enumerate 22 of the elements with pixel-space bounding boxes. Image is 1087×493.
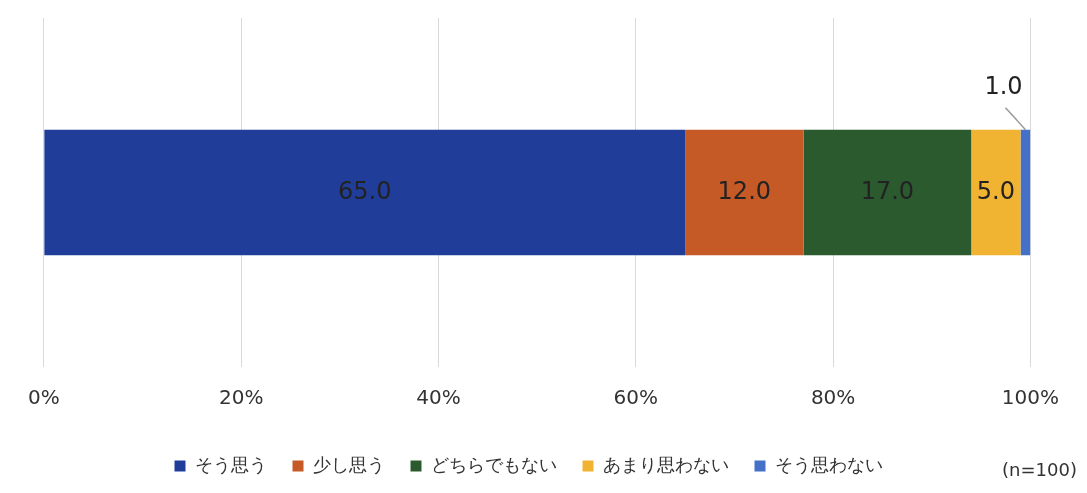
data-label: 17.0 [860,176,915,205]
data-label: 1.0 [984,71,1023,100]
legend-label: そう思わない [774,453,883,475]
x-tick-label: 40% [416,385,461,410]
data-label: 5.0 [976,176,1015,205]
legend-label: 少し思う [312,453,385,475]
legend-label: どちらでもない [430,453,557,475]
x-tick-label: 80% [810,385,856,410]
bar [44,129,686,256]
bar [1020,129,1031,256]
x-tick-label: 100% [1001,385,1059,410]
bar [971,129,1021,256]
bar [803,129,972,256]
legend-label: そう思う [194,453,267,475]
data-label: 12.0 [717,176,772,205]
legend-label: あまり思わない [602,453,729,475]
bar [685,129,804,256]
x-tick-label: 0% [28,385,60,410]
text: (n=100) [1002,458,1077,480]
x-tick-label: 20% [218,385,264,410]
x-tick-label: 60% [613,385,659,410]
data-label: 65.0 [338,176,392,205]
